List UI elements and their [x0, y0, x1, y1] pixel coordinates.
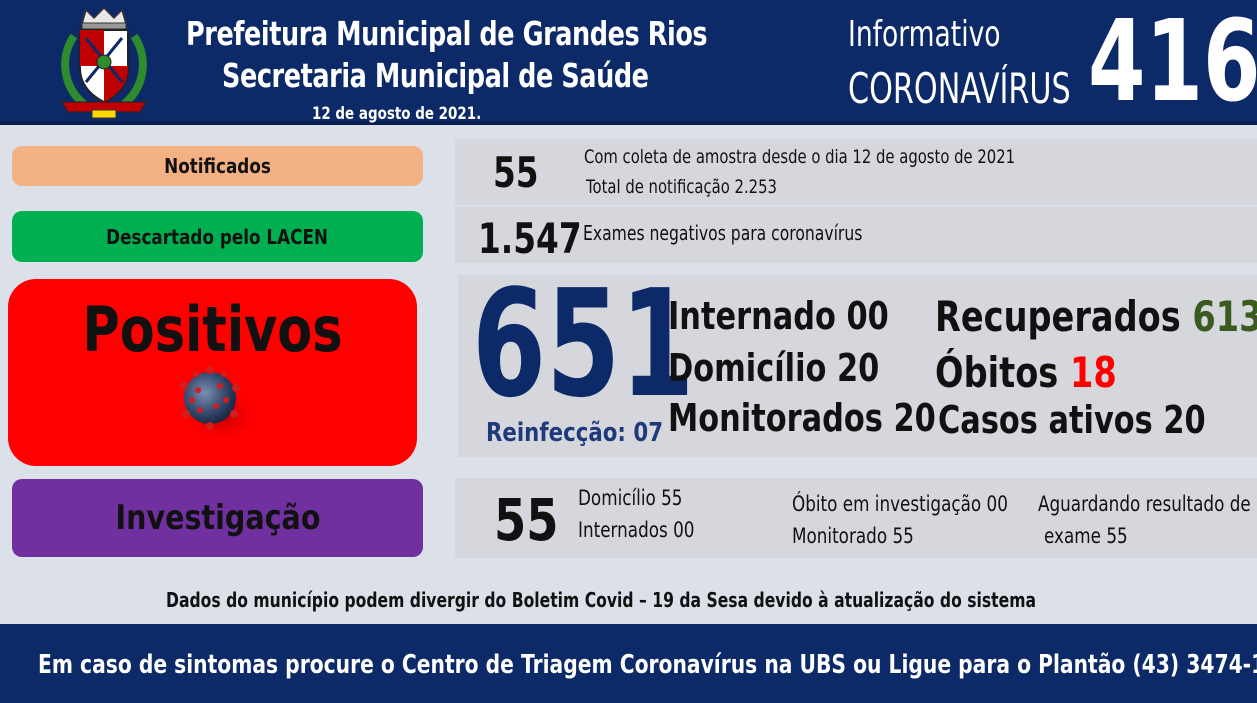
domicilio-stat: Domicílio 20	[668, 346, 880, 390]
footer-bar	[0, 624, 1257, 703]
descartado-label: Descartado pelo LACEN	[106, 224, 329, 249]
positivos-value: 651	[472, 258, 695, 430]
descartado-line1: Exames negativos para coronavírus	[583, 221, 863, 245]
disclaimer-text: Dados do município podem divergir do Bol…	[166, 588, 1036, 612]
obitos-stat: Óbitos 18	[935, 348, 1117, 397]
obitos-value: 18	[1069, 348, 1117, 397]
recuperados-value: 613	[1192, 292, 1257, 341]
coronavirus-icon	[180, 366, 262, 442]
coat-of-arms-icon	[61, 6, 147, 119]
domicilio-value: 20	[836, 346, 880, 390]
header-informativo: Informativo	[848, 14, 1001, 55]
recuperados-label: Recuperados	[935, 292, 1181, 341]
header-date: 12 de agosto de 2021.	[312, 104, 482, 124]
reinfeccao-label: Reinfecção:	[486, 418, 626, 448]
bulletin-number: 416	[1088, 0, 1257, 127]
investigacao-value: 55	[494, 486, 559, 554]
reinfeccao-stat: Reinfecção: 07	[486, 418, 663, 448]
internado-value: 00	[846, 294, 889, 338]
investigacao-monitorado: Monitorado 55	[792, 524, 914, 548]
monitorados-label: Monitorados	[668, 396, 883, 440]
investigacao-label-pill: Investigação	[12, 479, 423, 557]
header-title-line1: Prefeitura Municipal de Grandes Rios	[186, 14, 708, 53]
descartado-label-pill: Descartado pelo LACEN	[12, 211, 423, 262]
investigacao-aguardando-line1: Aguardando resultado de	[1038, 492, 1251, 516]
investigacao-domicilio: Domicílio 55	[578, 486, 683, 510]
investigacao-aguardando-line2: exame 55	[1044, 524, 1128, 548]
investigacao-label: Investigação	[115, 498, 320, 538]
notificados-line2: Total de notificação 2.253	[586, 176, 777, 198]
monitorados-stat: Monitorados 20	[668, 396, 936, 440]
recuperados-stat: Recuperados 613	[935, 292, 1257, 341]
reinfeccao-value: 07	[633, 418, 664, 448]
positivos-label: Positivos	[82, 293, 343, 366]
monitorados-value: 20	[893, 396, 936, 440]
notificados-value: 55	[493, 148, 539, 197]
notificados-label: Notificados	[164, 154, 271, 178]
footer-text: Em caso de sintomas procure o Centro de …	[38, 650, 1257, 680]
obitos-label: Óbitos	[935, 348, 1059, 397]
domicilio-label: Domicílio	[668, 346, 827, 390]
internado-label: Internado	[668, 294, 836, 338]
descartado-value: 1.547	[478, 214, 582, 263]
notificados-label-pill: Notificados	[12, 146, 423, 186]
casos-ativos-value: 20	[1163, 398, 1206, 442]
header-bar	[0, 0, 1257, 125]
casos-ativos-label: Casos ativos	[938, 398, 1153, 442]
header-title-line2: Secretaria Municipal de Saúde	[222, 56, 649, 95]
descartado-panel	[455, 207, 1257, 263]
investigacao-internados: Internados 00	[578, 518, 695, 542]
notificados-line1: Com coleta de amostra desde o dia 12 de …	[584, 146, 1016, 168]
notificados-panel	[455, 139, 1257, 205]
investigacao-obito: Óbito em investigação 00	[792, 492, 1008, 516]
casos-ativos-stat: Casos ativos 20	[938, 398, 1206, 442]
investigacao-panel	[455, 478, 1257, 558]
header-coronavirus: CORONAVÍRUS	[848, 64, 1071, 113]
internado-stat: Internado 00	[668, 294, 889, 338]
positivos-panel	[458, 275, 1257, 457]
